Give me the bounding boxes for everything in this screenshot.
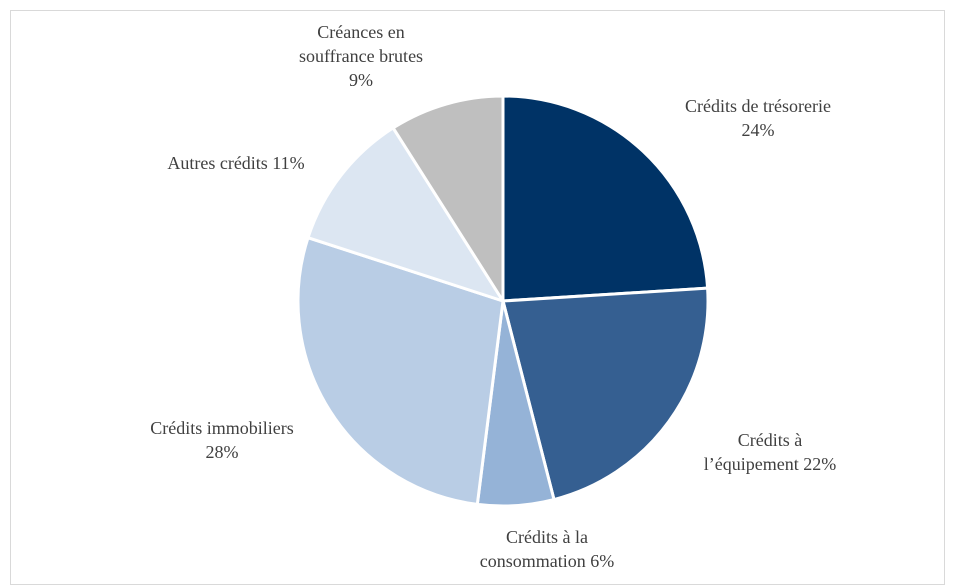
slice-label: Autres crédits 11% xyxy=(167,153,304,173)
pie-slice xyxy=(501,94,710,303)
slice-label: Crédits à la consommation 6% xyxy=(480,527,614,571)
pie-slice xyxy=(306,126,505,303)
pie-slice xyxy=(391,94,505,303)
slice-label: Crédits immobiliers 28% xyxy=(150,418,294,462)
pie-slice xyxy=(296,236,505,506)
slice-label: Créances en souffrance brutes 9% xyxy=(299,22,423,90)
slice-label: Crédits à l’équipement 22% xyxy=(704,430,836,474)
pie-slice xyxy=(501,286,710,502)
slice-label: Crédits de trésorerie 24% xyxy=(685,96,831,140)
